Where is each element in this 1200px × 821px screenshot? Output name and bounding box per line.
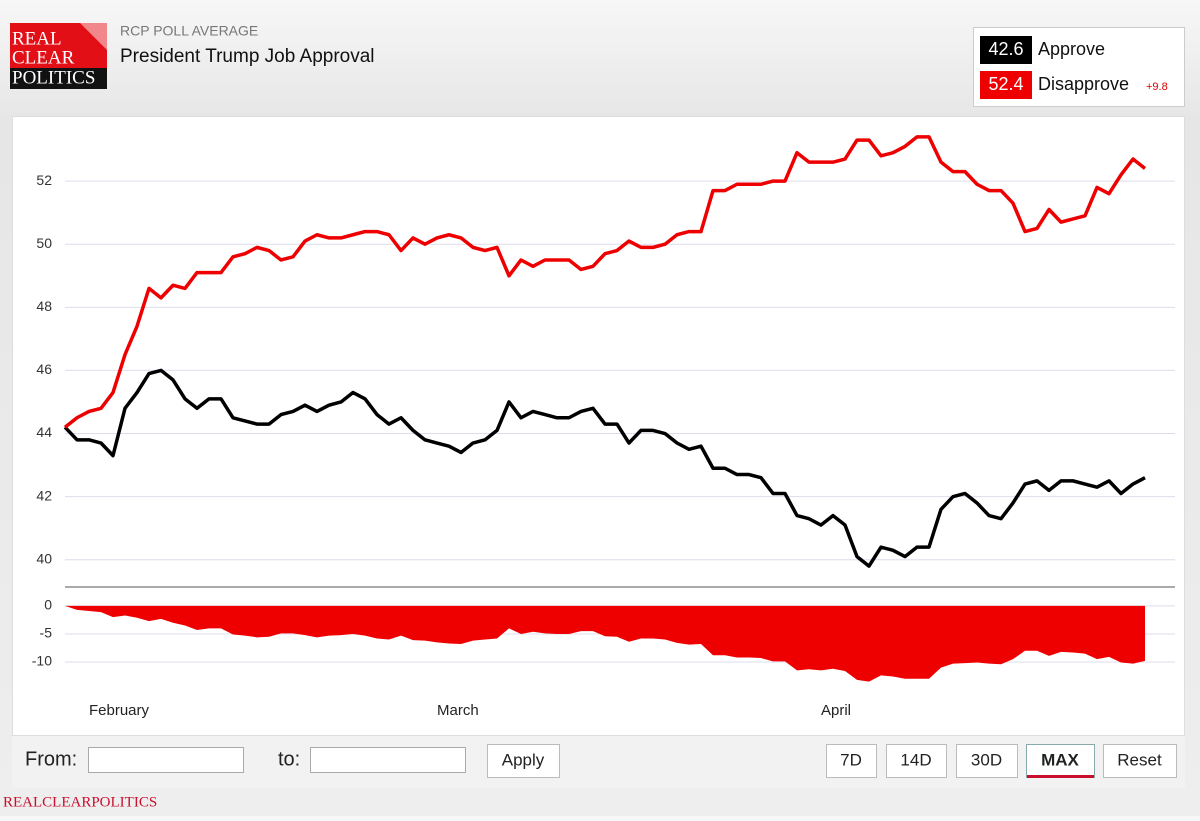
range-label: MAX: [1041, 750, 1079, 769]
legend-value: 42.6: [988, 39, 1023, 59]
x-tick-label: April: [821, 702, 851, 719]
range-label: 30D: [971, 750, 1002, 769]
margin-label: +9.8: [1146, 81, 1168, 93]
y-tick-label: 46: [36, 361, 52, 377]
y-tick-label: 42: [36, 487, 52, 503]
y-tick-label: 52: [36, 172, 52, 188]
x-tick-label: March: [437, 702, 479, 719]
range-label: 14D: [900, 750, 931, 769]
logo-text: REAL: [12, 28, 62, 49]
line-series: [63, 368, 1146, 568]
y-tick-label: 48: [36, 298, 52, 314]
range-button[interactable]: [886, 744, 947, 778]
logo-band: [10, 68, 107, 89]
line-series: [63, 135, 1147, 429]
y-tick-label: -10: [32, 653, 52, 669]
y-tick-label: 0: [44, 597, 52, 613]
footer: REALCLEARPOLITICS: [3, 794, 157, 810]
y-tick-label: 50: [36, 235, 52, 251]
y-tick-label: 40: [36, 550, 52, 566]
range-button[interactable]: [1103, 744, 1177, 778]
to-input[interactable]: [310, 747, 466, 773]
area-series: [65, 605, 1145, 682]
y-tick-label: 44: [36, 424, 52, 440]
range-button[interactable]: [956, 744, 1018, 778]
range-button[interactable]: [1026, 744, 1095, 778]
apply-button[interactable]: [487, 744, 560, 778]
logo-text: CLEAR: [12, 47, 75, 68]
subtitle: RCP POLL AVERAGE: [120, 23, 258, 39]
legend-swatch: [980, 36, 1032, 64]
legend-value: 52.4: [988, 74, 1023, 94]
legend-swatch: [980, 71, 1032, 99]
y-tick-label: -5: [40, 625, 53, 641]
from-label: From:: [25, 748, 77, 770]
range-button[interactable]: [826, 744, 877, 778]
to-label: to:: [278, 748, 300, 770]
from-input[interactable]: [88, 747, 244, 773]
legend-label: Disapprove: [1038, 74, 1129, 94]
legend-label: Approve: [1038, 39, 1105, 59]
x-tick-label: February: [89, 702, 150, 719]
apply-label: Apply: [502, 750, 545, 769]
range-label: 7D: [840, 750, 862, 769]
range-label: Reset: [1117, 750, 1162, 769]
chart-title: President Trump Job Approval: [120, 46, 375, 67]
logo-text: POLITICS: [12, 67, 95, 88]
logo-corner: [80, 23, 107, 50]
